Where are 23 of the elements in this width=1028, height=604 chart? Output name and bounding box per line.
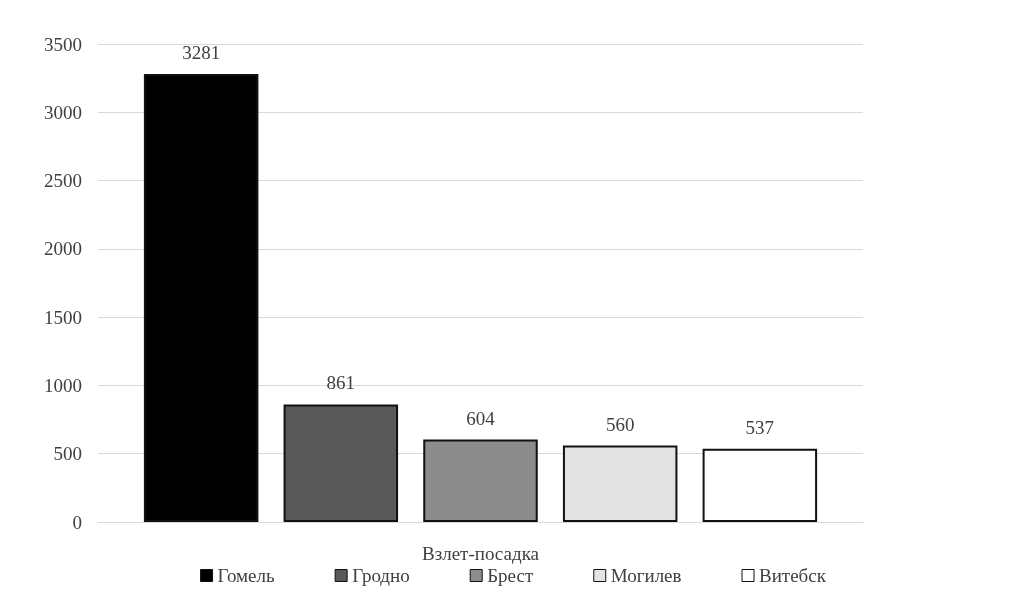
bar <box>423 439 538 522</box>
bar <box>702 448 818 522</box>
y-tick-label: 500 <box>53 443 82 465</box>
legend-label: Могилев <box>610 565 682 586</box>
bar <box>143 73 259 522</box>
data-label: 604 <box>466 407 496 429</box>
y-tick-label: 2500 <box>44 170 82 192</box>
legend-label: Гродно <box>352 565 410 586</box>
y-tick-label: 0 <box>72 511 82 533</box>
data-label: 3281 <box>182 41 221 63</box>
y-tick-label: 2000 <box>44 238 82 260</box>
y-tick-label: 1000 <box>44 374 82 396</box>
y-tick-label: 3500 <box>44 33 82 55</box>
legend-label: Гомель <box>217 565 275 586</box>
data-label: 560 <box>605 413 635 435</box>
bar <box>283 404 399 522</box>
data-label: 861 <box>326 372 356 394</box>
x-axis-title: Взлет-посадка <box>421 543 540 564</box>
data-label: 537 <box>745 416 775 438</box>
legend-label: Брест <box>487 565 534 586</box>
y-tick-label: 3000 <box>44 101 82 123</box>
legend-label: Витебск <box>759 565 827 586</box>
y-tick-label: 1500 <box>44 306 82 328</box>
